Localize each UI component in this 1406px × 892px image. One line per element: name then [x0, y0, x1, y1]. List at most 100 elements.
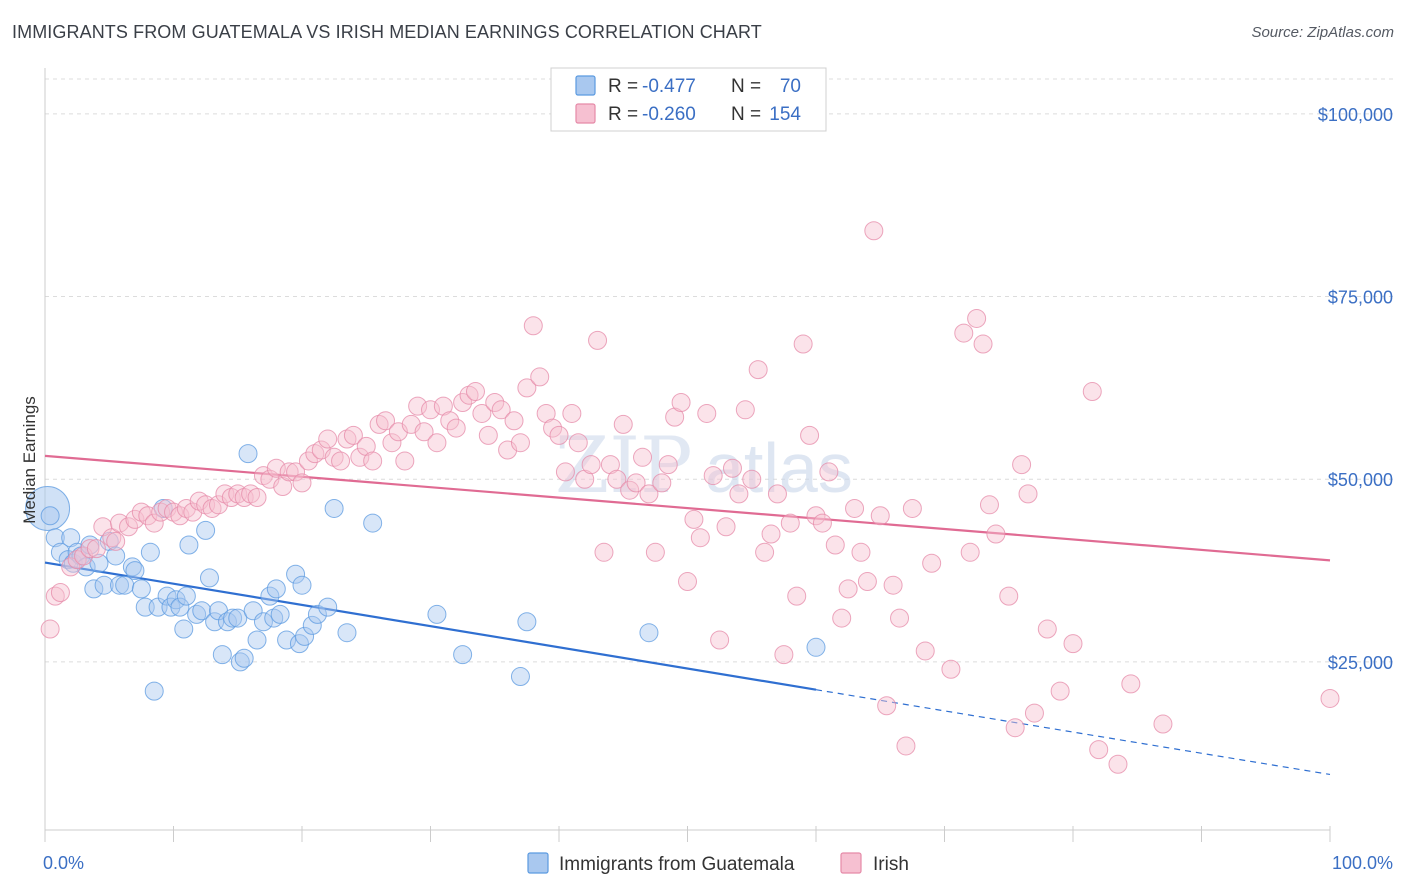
irish-point: [1050, 681, 1070, 701]
guatemala-point: [212, 645, 232, 665]
legend-swatch-irish: [575, 103, 596, 124]
guatemala-point: [427, 604, 447, 624]
legend-box: R = -0.477 N = 70 R = -0.260 N = 154: [550, 67, 827, 132]
guatemala-point: [253, 612, 273, 632]
guatemala-point: [318, 597, 338, 617]
guatemala-point: [144, 681, 164, 701]
irish-point: [440, 411, 460, 431]
watermark-zip: ZIP: [555, 421, 693, 511]
guatemala-point: [453, 645, 473, 665]
y-tick-label: $100,000: [1318, 105, 1393, 125]
guatemala-point: [106, 546, 126, 566]
irish-point: [697, 403, 717, 423]
irish-point: [742, 469, 762, 489]
irish-point: [883, 575, 903, 595]
guatemala-trend-extension: [815, 689, 1331, 776]
irish-point: [86, 539, 106, 559]
irish-point: [999, 586, 1019, 606]
legend-r-value: -0.477: [642, 76, 696, 97]
irish-point: [1005, 718, 1025, 738]
irish-point: [639, 484, 659, 504]
irish-point: [40, 619, 60, 639]
irish-point: [658, 455, 678, 475]
irish-point: [620, 480, 640, 500]
irish-point: [324, 447, 344, 467]
irish-point: [851, 542, 871, 562]
irish-point: [491, 400, 511, 420]
y-tick-label: $25,000: [1328, 653, 1393, 673]
irish-trend-line: [44, 454, 1331, 562]
y-axis-title: Median Earnings: [20, 396, 39, 524]
irish-point: [170, 506, 190, 526]
irish-point: [138, 506, 158, 526]
irish-point: [870, 506, 890, 526]
chart-title: IMMIGRANTS FROM GUATEMALA VS IRISH MEDIA…: [12, 22, 762, 42]
legend-n-value: 154: [769, 104, 801, 125]
irish-point: [767, 484, 787, 504]
irish-point: [960, 542, 980, 562]
irish-point: [106, 531, 126, 551]
irish-point: [979, 495, 999, 515]
irish-point: [806, 506, 826, 526]
irish-point: [838, 579, 858, 599]
irish-point: [607, 469, 627, 489]
x-tick-label: 0.0%: [43, 853, 84, 873]
irish-point: [510, 433, 530, 453]
guatemala-point: [94, 575, 114, 595]
irish-point: [1063, 634, 1083, 654]
guatemala-point: [122, 557, 142, 577]
irish-point: [594, 542, 614, 562]
irish-point: [1320, 688, 1340, 708]
guatemala-point: [217, 612, 237, 632]
irish-point: [350, 447, 370, 467]
irish-point: [549, 425, 569, 445]
tick-labels: Median Earnings $25,000 $50,000 $75,000 $100…: [20, 105, 1393, 873]
bottom-legend-label-guatemala: Immigrants from Guatemala: [559, 854, 795, 875]
irish-point: [568, 433, 588, 453]
irish-point: [517, 378, 537, 398]
y-tick-label: $50,000: [1328, 470, 1393, 490]
irish-point: [832, 608, 852, 628]
irish-point: [588, 330, 608, 350]
guatemala-point: [292, 575, 312, 595]
data-points: [25, 221, 1340, 774]
bottom-legend-swatch-irish: [840, 852, 862, 874]
guatemala-point: [176, 586, 196, 606]
guatemala-point: [223, 608, 243, 628]
irish-point: [523, 316, 543, 336]
guatemala-point: [63, 553, 83, 573]
irish-point: [125, 509, 145, 529]
irish-point: [530, 367, 550, 387]
irish-point: [459, 385, 479, 405]
irish-point: [864, 221, 884, 241]
irish-point: [472, 403, 492, 423]
irish-point: [922, 553, 942, 573]
legend-r-label: R =: [608, 104, 638, 125]
guatemala-point: [639, 623, 659, 643]
irish-point: [395, 451, 415, 471]
guatemala-point: [40, 506, 60, 526]
guatemala-point: [264, 608, 284, 628]
irish-point: [562, 403, 582, 423]
guatemala-point: [247, 630, 267, 650]
irish-point: [1024, 703, 1044, 723]
irish-point: [298, 451, 318, 471]
irish-point: [787, 586, 807, 606]
irish-point: [131, 502, 151, 522]
legend-r-label: R =: [608, 76, 638, 97]
irish-point: [780, 513, 800, 533]
irish-point: [1153, 714, 1173, 734]
irish-point: [581, 455, 601, 475]
irish-point: [812, 513, 832, 533]
watermark: ZIP atlas: [555, 421, 853, 511]
irish-point: [774, 645, 794, 665]
guatemala-point: [125, 561, 145, 581]
irish-point: [318, 429, 338, 449]
irish-point: [286, 462, 306, 482]
guatemala-point: [50, 542, 70, 562]
guatemala-point: [260, 586, 280, 606]
irish-point: [671, 393, 691, 412]
guatemala-point: [806, 637, 826, 657]
irish-point: [543, 418, 563, 438]
